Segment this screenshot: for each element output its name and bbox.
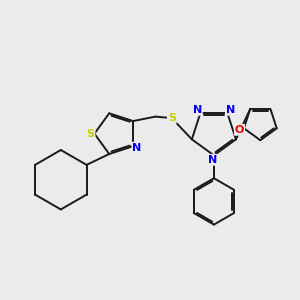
Text: N: N: [193, 105, 202, 115]
Text: S: S: [87, 129, 94, 139]
Text: N: N: [132, 143, 142, 153]
Text: N: N: [208, 155, 217, 165]
Text: S: S: [168, 113, 176, 123]
Text: O: O: [235, 125, 244, 135]
Text: N: N: [226, 105, 235, 115]
